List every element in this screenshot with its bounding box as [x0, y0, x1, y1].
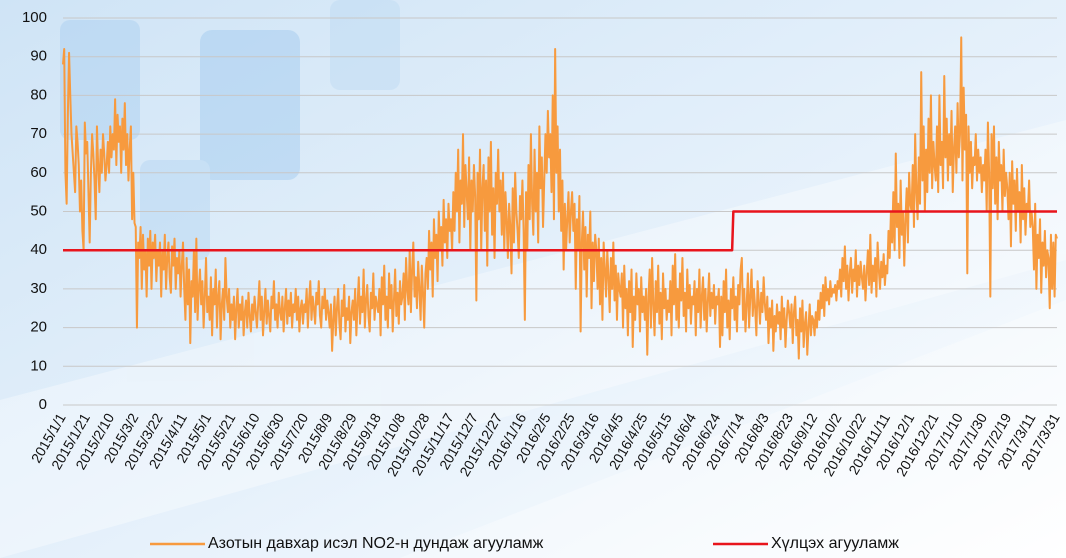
y-tick-label: 10	[30, 357, 47, 374]
y-tick-label: 20	[30, 319, 47, 336]
legend-label: Азотын давхар исэл NO2-н дундаж агууламж	[208, 535, 544, 552]
y-tick-label: 0	[39, 396, 47, 413]
legend-label: Хүлцэх агууламж	[771, 535, 899, 552]
y-tick-label: 60	[30, 164, 47, 181]
y-tick-label: 70	[30, 125, 47, 142]
y-tick-label: 100	[22, 9, 47, 26]
y-tick-label: 80	[30, 86, 47, 103]
y-tick-label: 30	[30, 280, 47, 297]
y-tick-label: 50	[30, 202, 47, 219]
legend: Азотын давхар исэл NO2-н дундаж агууламж…	[150, 535, 899, 552]
y-tick-label: 90	[30, 48, 47, 65]
chart: 01020304050607080901002015/1/12015/1/212…	[0, 0, 1066, 558]
y-tick-label: 40	[30, 241, 47, 258]
